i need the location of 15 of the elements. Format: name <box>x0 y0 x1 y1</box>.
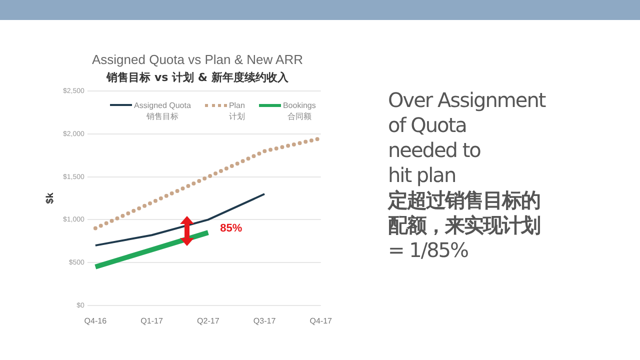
x-tick-label: Q1-17 <box>140 316 164 326</box>
legend-label: Assigned Quota 销售目标 <box>134 100 191 122</box>
x-tick-label: Q3-17 <box>253 316 276 326</box>
x-tick-label: Q4-16 <box>84 316 108 326</box>
x-tick-label: Q2-17 <box>197 316 220 326</box>
y-axis-title: $k <box>44 192 56 204</box>
chart-title: Assigned Quota vs Plan & New ARR <box>91 52 304 67</box>
legend-label: Plan 计划 <box>228 100 245 122</box>
text: = 1/85% <box>388 238 470 263</box>
chart-subtitle: 销售目标 vs 计划 & 新年度续约收入 <box>105 70 290 85</box>
text: Over Assignment of Quota needed to hit plan <box>388 88 547 188</box>
legend-label: Bookings 合同额 <box>282 100 316 122</box>
x-tick-label: Q4-17 <box>310 316 333 326</box>
annotation: 85% <box>220 222 242 234</box>
text: 定超过销售目标的配额，来实现计划 <box>388 188 541 238</box>
